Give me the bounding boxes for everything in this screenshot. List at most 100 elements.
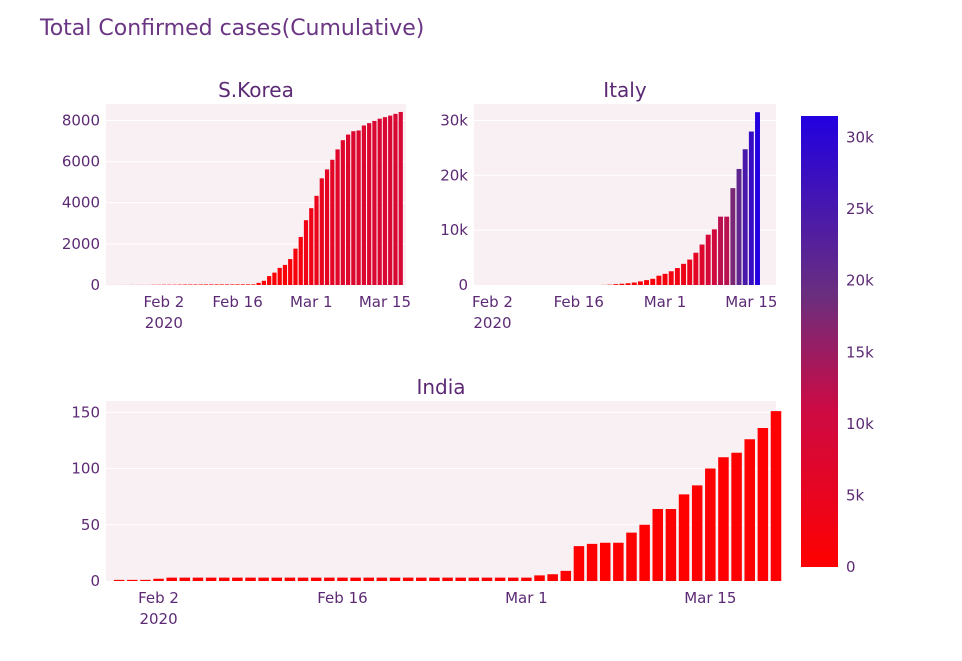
- bar: [691, 485, 703, 581]
- bar: [705, 234, 711, 285]
- bar: [742, 149, 748, 285]
- bar: [219, 284, 224, 285]
- x-tick-label: Feb 2: [143, 293, 184, 311]
- bar: [402, 577, 414, 581]
- colorbar-tick-label: 10k: [846, 415, 874, 433]
- y-tick-label: 100: [71, 460, 100, 478]
- bar: [388, 115, 393, 285]
- bar: [455, 577, 466, 581]
- bar: [393, 113, 398, 285]
- x-tick-label: Mar 1: [290, 293, 333, 311]
- bar: [639, 524, 650, 581]
- bar: [153, 578, 164, 581]
- x-tick-label: Feb 16: [554, 293, 604, 311]
- subplot-title: S.Korea: [218, 78, 294, 102]
- bar: [340, 140, 345, 285]
- y-tick-label: 20k: [440, 166, 468, 184]
- bar: [232, 577, 243, 581]
- x-tick-label: Mar 15: [725, 293, 777, 311]
- bar: [699, 244, 705, 285]
- bar: [656, 275, 662, 285]
- bar: [652, 509, 664, 581]
- bar: [363, 577, 374, 581]
- subplot-india: 0 50 100 150 Feb 2 2020 Feb 16 Mar 1 Mar 15 India: [71, 375, 782, 628]
- bar: [586, 543, 598, 581]
- bar: [372, 120, 377, 285]
- bar: [613, 542, 624, 581]
- bar: [297, 577, 309, 581]
- bar: [625, 283, 631, 285]
- bar: [272, 272, 277, 285]
- bar: [277, 267, 282, 285]
- bar: [271, 577, 283, 581]
- bar: [127, 579, 138, 581]
- bar: [309, 208, 314, 285]
- plot-area: [106, 401, 776, 581]
- bar: [481, 577, 493, 581]
- y-tick-label: 4000: [62, 194, 100, 212]
- y-tick-label: 2000: [62, 235, 100, 253]
- colorbar-tick-label: 0: [846, 558, 856, 576]
- bar: [705, 468, 716, 581]
- bar: [324, 577, 335, 581]
- bar: [693, 252, 699, 285]
- colorbar-tick-label: 30k: [846, 129, 874, 147]
- bar: [235, 284, 240, 285]
- bar: [140, 579, 151, 581]
- bar: [192, 577, 204, 581]
- subplot-title: Italy: [603, 78, 647, 102]
- bar: [416, 577, 427, 581]
- y-tick-label: 8000: [62, 111, 100, 129]
- bar: [351, 131, 356, 285]
- bar: [113, 579, 125, 581]
- bar: [337, 577, 348, 581]
- y-tick-label: 0: [458, 276, 468, 294]
- bar: [681, 263, 687, 285]
- colorbar-tick-label: 25k: [846, 200, 874, 218]
- bar: [644, 280, 650, 285]
- bar: [573, 546, 585, 581]
- bar: [293, 248, 298, 285]
- bar: [377, 118, 382, 285]
- bar: [755, 112, 760, 285]
- bar: [429, 577, 440, 581]
- bar: [198, 284, 203, 285]
- bar: [389, 577, 401, 581]
- bar: [282, 264, 288, 285]
- subplot-title: India: [416, 375, 465, 399]
- bar: [330, 159, 335, 285]
- bar: [534, 575, 545, 581]
- subplot-s-korea: 0 2000 4000 6000 8000 Feb 2 2020 Feb 16 Mar 1 Mar…: [62, 78, 411, 332]
- bar: [494, 577, 506, 581]
- y-tick-label: 6000: [62, 153, 100, 171]
- bar: [757, 428, 769, 581]
- y-tick-label: 0: [90, 276, 100, 294]
- bar: [650, 278, 656, 285]
- colorbar: 0 5k 10k 15k 20k 25k 30k: [801, 116, 874, 576]
- bar: [367, 123, 372, 285]
- bar: [245, 577, 256, 581]
- x-tick-label: Feb 2: [472, 293, 513, 311]
- bar: [224, 284, 230, 285]
- bar: [613, 284, 619, 285]
- bar: [382, 117, 388, 285]
- bar: [284, 577, 296, 581]
- bar: [442, 577, 453, 581]
- bar: [687, 259, 693, 285]
- bar: [662, 273, 668, 285]
- bar: [310, 577, 322, 581]
- bar: [678, 494, 690, 581]
- bar: [599, 542, 611, 581]
- colorbar-tick-label: 20k: [846, 272, 874, 290]
- plot-area: [106, 104, 406, 285]
- bar: [356, 130, 361, 285]
- colorbar-gradient: [801, 116, 838, 567]
- bar: [619, 283, 625, 285]
- x-tick-label: 2020: [473, 314, 511, 332]
- x-tick-label: Feb 2: [138, 589, 179, 607]
- bar: [240, 284, 245, 285]
- bar: [770, 411, 782, 581]
- chart-title: Total Confirmed cases(Cumulative): [40, 16, 425, 41]
- colorbar-tick-label: 5k: [846, 486, 865, 504]
